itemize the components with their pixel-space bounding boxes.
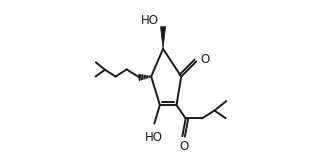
Polygon shape <box>161 27 166 49</box>
Text: HO: HO <box>141 14 159 27</box>
Text: HO: HO <box>145 131 163 144</box>
Text: O: O <box>200 53 209 66</box>
Text: O: O <box>180 140 189 153</box>
